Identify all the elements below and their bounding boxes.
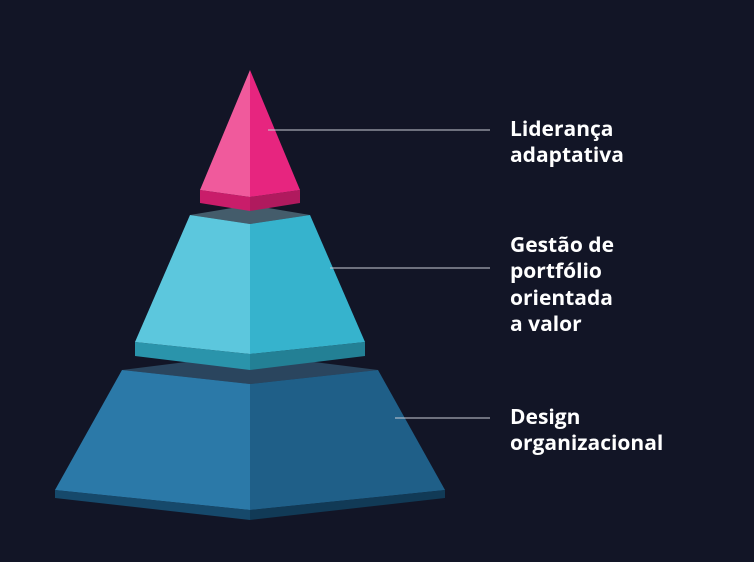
tier-label-middle-line: a valor bbox=[510, 311, 614, 337]
pyramid-diagram: Liderançaadaptativa Gestão deportfólioori… bbox=[0, 0, 754, 562]
tier-label-middle-line: Gestão de bbox=[510, 232, 614, 258]
pyramid-svg bbox=[0, 0, 754, 562]
tier-bottom bbox=[55, 354, 445, 520]
tier-middle bbox=[135, 205, 365, 370]
tier-label-middle-line: orientada bbox=[510, 285, 614, 311]
tier-label-bottom-line: organizacional bbox=[510, 430, 663, 456]
tier-label-top-line: Liderança bbox=[510, 116, 624, 142]
tier-label-middle-line: portfólio bbox=[510, 258, 614, 284]
tier-label-bottom: Designorganizacional bbox=[510, 404, 663, 457]
tier-label-bottom-line: Design bbox=[510, 404, 663, 430]
tier-top bbox=[200, 70, 300, 211]
tier-label-top: Liderançaadaptativa bbox=[510, 116, 624, 169]
tier-label-top-line: adaptativa bbox=[510, 142, 624, 168]
tier-label-middle: Gestão deportfólioorientadaa valor bbox=[510, 232, 614, 337]
